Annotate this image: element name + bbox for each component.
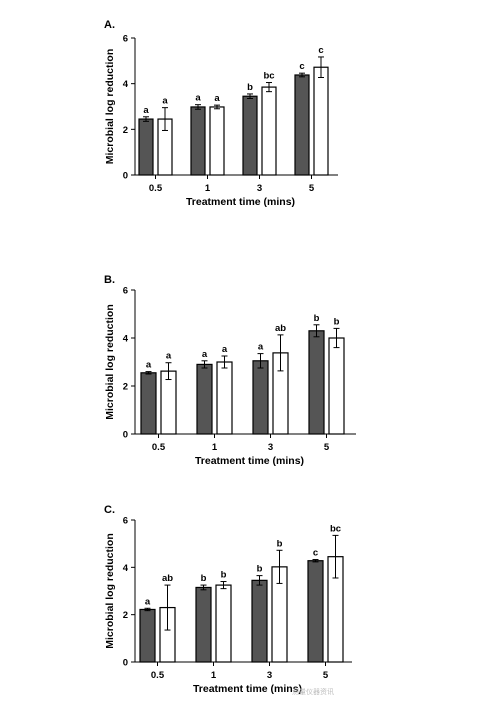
panel-a-bar-filled-0.5 [138,118,154,176]
panel-a-significance-label-filled-1: a [195,93,201,104]
panel-b-y-tick-label: 0 [123,430,128,441]
panel-a-y-tick-label: 6 [123,34,128,45]
panel-b-bar-filled-0.5 [140,372,157,435]
panel-a-x-tick-label: 3 [257,183,262,194]
panel-c-bar-filled-5 [307,560,324,663]
panel-a-bar-open-5 [313,66,329,176]
panel-c-bar-open-1 [215,584,232,663]
panel-c-significance-label-filled-0.5: a [145,596,151,607]
panel-c-x-tick-label: 0.5 [151,670,165,681]
panel-c-x-tick-label: 3 [267,670,272,681]
panel-a-y-tick-label: 4 [123,79,129,90]
panel-b-significance-label-open-0.5: a [166,351,172,362]
panel-b-x-axis-title: Treatment time (mins) [195,455,304,467]
panel-b-significance-label-open-5: b [334,316,340,327]
panel-b-x-tick-label: 0.5 [152,442,166,453]
panel-a-significance-label-open-3: bc [263,71,274,82]
panel-a-bar-open-3 [261,86,277,176]
panel-c-significance-label-open-5: bc [330,523,341,534]
panel-c-significance-label-open-3: b [277,538,283,549]
panel-c-y-tick-label: 6 [123,516,128,527]
panel-b-bar-open-1 [216,361,233,435]
panel-b-x-tick-label: 3 [268,442,273,453]
panel-b-bar-filled-3 [252,360,269,435]
panel-a-chart: A. 0 2 4 6 Microbial log reduction a a 0.5 a a 1 bbc… [104,19,338,208]
panel-b-significance-label-filled-5: b [314,313,320,324]
panel-a-significance-label-filled-0.5: a [143,105,149,116]
panel-b-bar-filled-5 [308,330,325,435]
panel-a-y-tick-label: 2 [123,125,128,136]
panel-a-x-tick-label: 0.5 [149,183,163,194]
panel-c-y-tick-label: 2 [123,610,128,621]
panel-a-x-tick-label: 5 [309,183,315,194]
panel-a-significance-label-open-1: a [214,93,220,104]
panel-c-bar-filled-1 [195,586,212,663]
panel-c-bar-filled-3 [251,579,268,663]
panel-b-y-tick-label: 6 [123,286,128,297]
panel-a-bar-filled-5 [294,74,310,176]
panel-b-y-tick-label: 4 [123,334,129,345]
panel-c-x-axis-title: Treatment time (mins) [193,683,302,695]
panel-c-significance-label-filled-1: b [201,573,207,584]
panel-c-x-tick-label: 1 [211,670,217,681]
panel-a-y-tick-label: 0 [123,171,128,182]
panel-c-significance-label-open-1: b [221,570,227,581]
panel-c-label: C. [104,504,115,516]
panel-a-bar-filled-3 [242,95,258,176]
panel-a-significance-label-open-5: c [318,45,323,56]
panel-b-significance-label-open-1: a [222,344,228,355]
panel-a-y-axis-title: Microbial log reduction [104,49,116,165]
panel-c-x-tick-label: 5 [323,670,329,681]
panel-a-bar-filled-1 [190,106,206,176]
panel-c-chart: C. 0 2 4 6 Microbial log reduction a ab 0.5 b b 1 b b… [104,504,352,695]
panel-b-significance-label-open-3: ab [275,323,286,334]
panel-b-bar-open-5 [328,337,345,435]
panel-b-significance-label-filled-0.5: a [146,360,152,371]
panel-c-bar-filled-0.5 [139,608,156,663]
panel-c-significance-label-filled-3: b [257,564,263,575]
panel-a-significance-label-filled-3: b [247,82,253,93]
panel-a-x-axis-title: Treatment time (mins) [186,196,295,208]
panel-c-y-axis-title: Microbial log reduction [104,533,116,649]
panel-b-label: B. [104,274,115,286]
panel-b-y-axis-title: Microbial log reduction [104,304,116,420]
panel-b-bar-open-0.5 [160,370,177,435]
panel-b-x-tick-label: 1 [212,442,218,453]
panel-b-y-tick-label: 2 [123,382,128,393]
panel-a-significance-label-filled-5: c [299,61,304,72]
panel-b-x-tick-label: 5 [324,442,330,453]
panel-a-label: A. [104,19,115,31]
panel-c-y-tick-label: 4 [123,563,129,574]
panel-b-significance-label-filled-1: a [202,349,208,360]
panel-b-significance-label-filled-3: a [258,342,264,353]
panel-c-y-tick-label: 0 [123,658,128,669]
panel-c-significance-label-open-0.5: ab [162,573,173,584]
panel-c-significance-label-filled-5: c [313,548,318,559]
panel-a-bar-open-1 [209,106,225,176]
panel-a-significance-label-open-0.5: a [162,96,168,107]
panel-b-bar-filled-1 [196,363,213,435]
panel-a-x-tick-label: 1 [205,183,211,194]
watermark-text: 测量仪器资讯 [292,687,334,696]
